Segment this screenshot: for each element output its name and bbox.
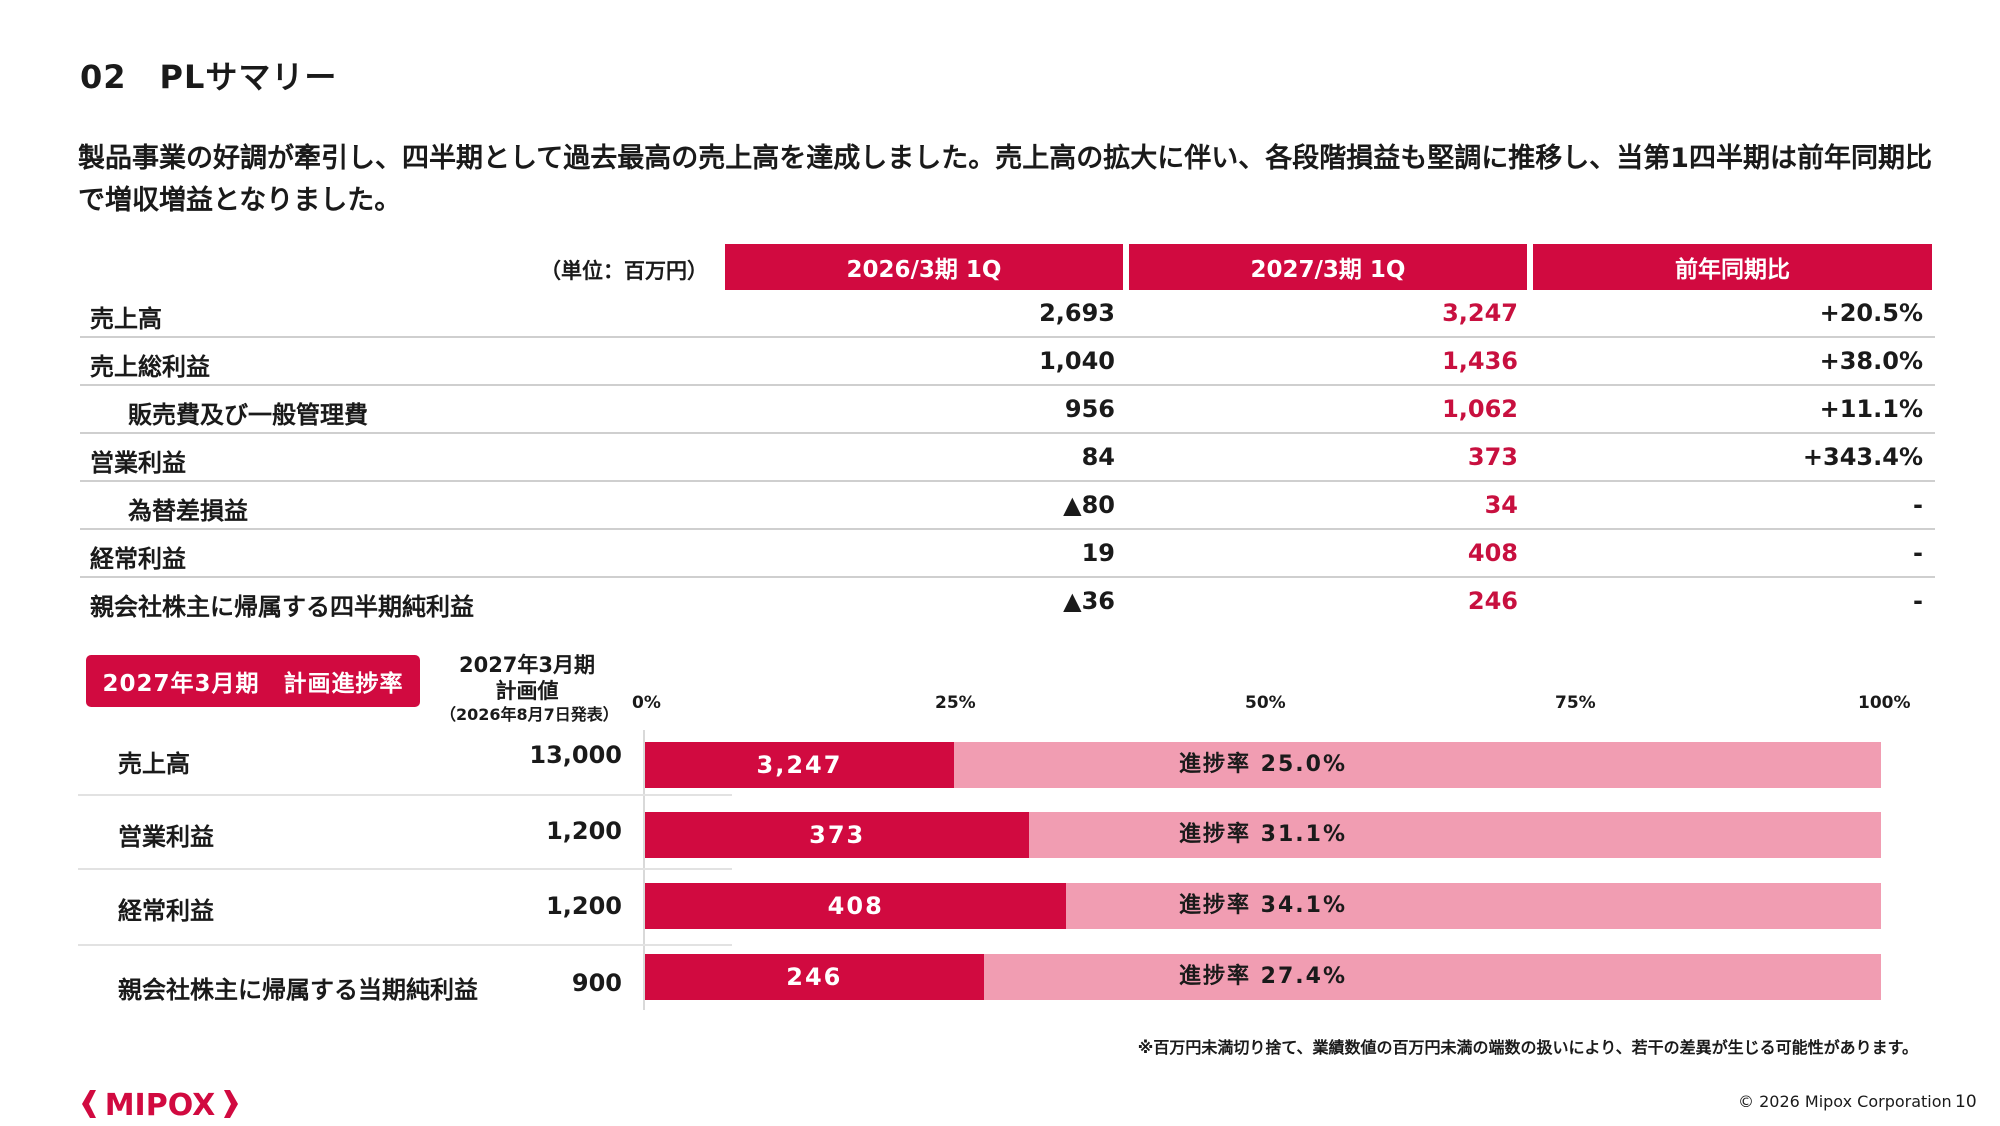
value-prev: 1,040 <box>1039 347 1115 375</box>
value-current: 408 <box>1467 539 1518 567</box>
axis-tick-0: 0% <box>632 693 661 713</box>
axis-tick-25: 25% <box>935 693 976 713</box>
axis-baseline <box>643 730 645 1010</box>
table-row: 売上総利益 1,040 1,436 +38.0% <box>80 338 1935 386</box>
row-label: 為替差損益 <box>128 497 248 525</box>
progress-bar-fill <box>645 883 1067 929</box>
value-current: 1,436 <box>1442 347 1518 375</box>
value-current: 1,062 <box>1442 395 1518 423</box>
value-prev: 2,693 <box>1039 299 1115 327</box>
progress-bar-rate: 進捗率 31.1% <box>1179 822 1347 847</box>
row-label: 売上高 <box>90 305 162 333</box>
column-header-prev-year: 2026/3期 1Q <box>725 244 1123 290</box>
footnote: ※百万円未満切り捨て、業績数値の百万円未満の端数の扱いにより、若干の差異が生じる… <box>1137 1038 1918 1057</box>
row-label: 営業利益 <box>90 449 186 477</box>
row-divider <box>78 794 732 796</box>
progress-row-plan: 13,000 <box>529 741 622 769</box>
column-header-yoy: 前年同期比 <box>1533 244 1932 290</box>
value-current: 373 <box>1467 443 1518 471</box>
column-header-current-year: 2027/3期 1Q <box>1129 244 1527 290</box>
value-prev: 84 <box>1081 443 1115 471</box>
progress-bar-fill <box>645 812 1030 858</box>
plan-head-date: （2026年8月7日発表） <box>440 705 619 724</box>
value-yoy: +343.4% <box>1802 443 1923 471</box>
page-number: 10 <box>1955 1092 1977 1112</box>
row-divider <box>78 868 732 870</box>
progress-bar-actual: 408 <box>827 892 884 920</box>
row-divider <box>78 944 732 946</box>
table-row: 販売費及び一般管理費 956 1,062 +11.1% <box>80 386 1935 434</box>
table-row: 経常利益 19 408 - <box>80 530 1935 578</box>
table-row: 為替差損益 ▲80 34 - <box>80 482 1935 530</box>
progress-row-plan: 1,200 <box>546 817 622 845</box>
progress-bar-rate: 進捗率 27.4% <box>1179 964 1347 989</box>
plan-head-year: 2027年3月期 <box>458 653 596 677</box>
progress-bar-actual: 246 <box>786 963 843 991</box>
value-current: 246 <box>1467 587 1518 615</box>
value-yoy: - <box>1913 587 1923 615</box>
value-prev: 956 <box>1064 395 1115 423</box>
progress-bar-fill <box>645 742 954 788</box>
progress-row-label: 経常利益 <box>118 897 214 925</box>
progress-bar-rate: 進捗率 34.1% <box>1179 893 1347 918</box>
mipox-logo: MIPOX <box>80 1086 240 1123</box>
value-yoy: - <box>1913 539 1923 567</box>
axis-tick-100: 100% <box>1858 693 1911 713</box>
axis-tick-50: 50% <box>1245 693 1286 713</box>
value-yoy: - <box>1913 491 1923 519</box>
progress-bar: 246 進捗率 27.4% <box>645 954 1881 1000</box>
logo-icon: MIPOX <box>82 1088 238 1123</box>
value-yoy: +20.5% <box>1819 299 1923 327</box>
progress-row-label: 親会社株主に帰属する当期純利益 <box>118 976 478 1004</box>
progress-bar: 3,247 進捗率 25.0% <box>645 742 1881 788</box>
value-prev: 19 <box>1081 539 1115 567</box>
table-row: 営業利益 84 373 +343.4% <box>80 434 1935 482</box>
progress-bar: 373 進捗率 31.1% <box>645 812 1881 858</box>
copyright: © 2026 Mipox Corporation <box>1738 1092 1952 1111</box>
progress-row-label: 営業利益 <box>118 823 214 851</box>
progress-bar: 408 進捗率 34.1% <box>645 883 1881 929</box>
pl-table: 売上高 2,693 3,247 +20.5% 売上総利益 1,040 1,436… <box>80 290 1935 624</box>
progress-bar-actual: 3,247 <box>756 751 843 779</box>
row-label: 販売費及び一般管理費 <box>128 401 368 429</box>
value-yoy: +11.1% <box>1819 395 1923 423</box>
row-label: 親会社株主に帰属する四半期純利益 <box>90 593 474 621</box>
unit-label: （単位：百万円） <box>540 259 708 283</box>
progress-row-plan: 900 <box>571 969 622 997</box>
progress-bar-actual: 373 <box>809 821 866 849</box>
logo-text: MIPOX <box>105 1088 216 1122</box>
plan-head-label: 計画値 <box>495 679 559 703</box>
value-yoy: +38.0% <box>1819 347 1923 375</box>
value-prev: ▲80 <box>1063 491 1115 519</box>
row-label: 売上総利益 <box>90 353 210 381</box>
value-current: 3,247 <box>1442 299 1518 327</box>
progress-row-plan: 1,200 <box>546 892 622 920</box>
progress-bar-fill <box>645 954 984 1000</box>
axis-tick-75: 75% <box>1555 693 1596 713</box>
plan-column-header: 2027年3月期 計画値 （2026年8月7日発表） <box>440 652 619 726</box>
table-row: 売上高 2,693 3,247 +20.5% <box>80 290 1935 338</box>
row-label: 経常利益 <box>90 545 186 573</box>
value-prev: ▲36 <box>1063 587 1115 615</box>
value-current: 34 <box>1484 491 1518 519</box>
table-row: 親会社株主に帰属する四半期純利益 ▲36 246 - <box>80 578 1935 624</box>
page-title: 02 PLサマリー <box>80 58 338 96</box>
progress-section-badge: 2027年3月期 計画進捗率 <box>86 655 420 707</box>
progress-bar-rate: 進捗率 25.0% <box>1179 752 1347 777</box>
lead-text: 製品事業の好調が牽引し、四半期として過去最高の売上高を達成しました。売上高の拡大… <box>78 143 1932 216</box>
progress-row-label: 売上高 <box>118 750 190 778</box>
